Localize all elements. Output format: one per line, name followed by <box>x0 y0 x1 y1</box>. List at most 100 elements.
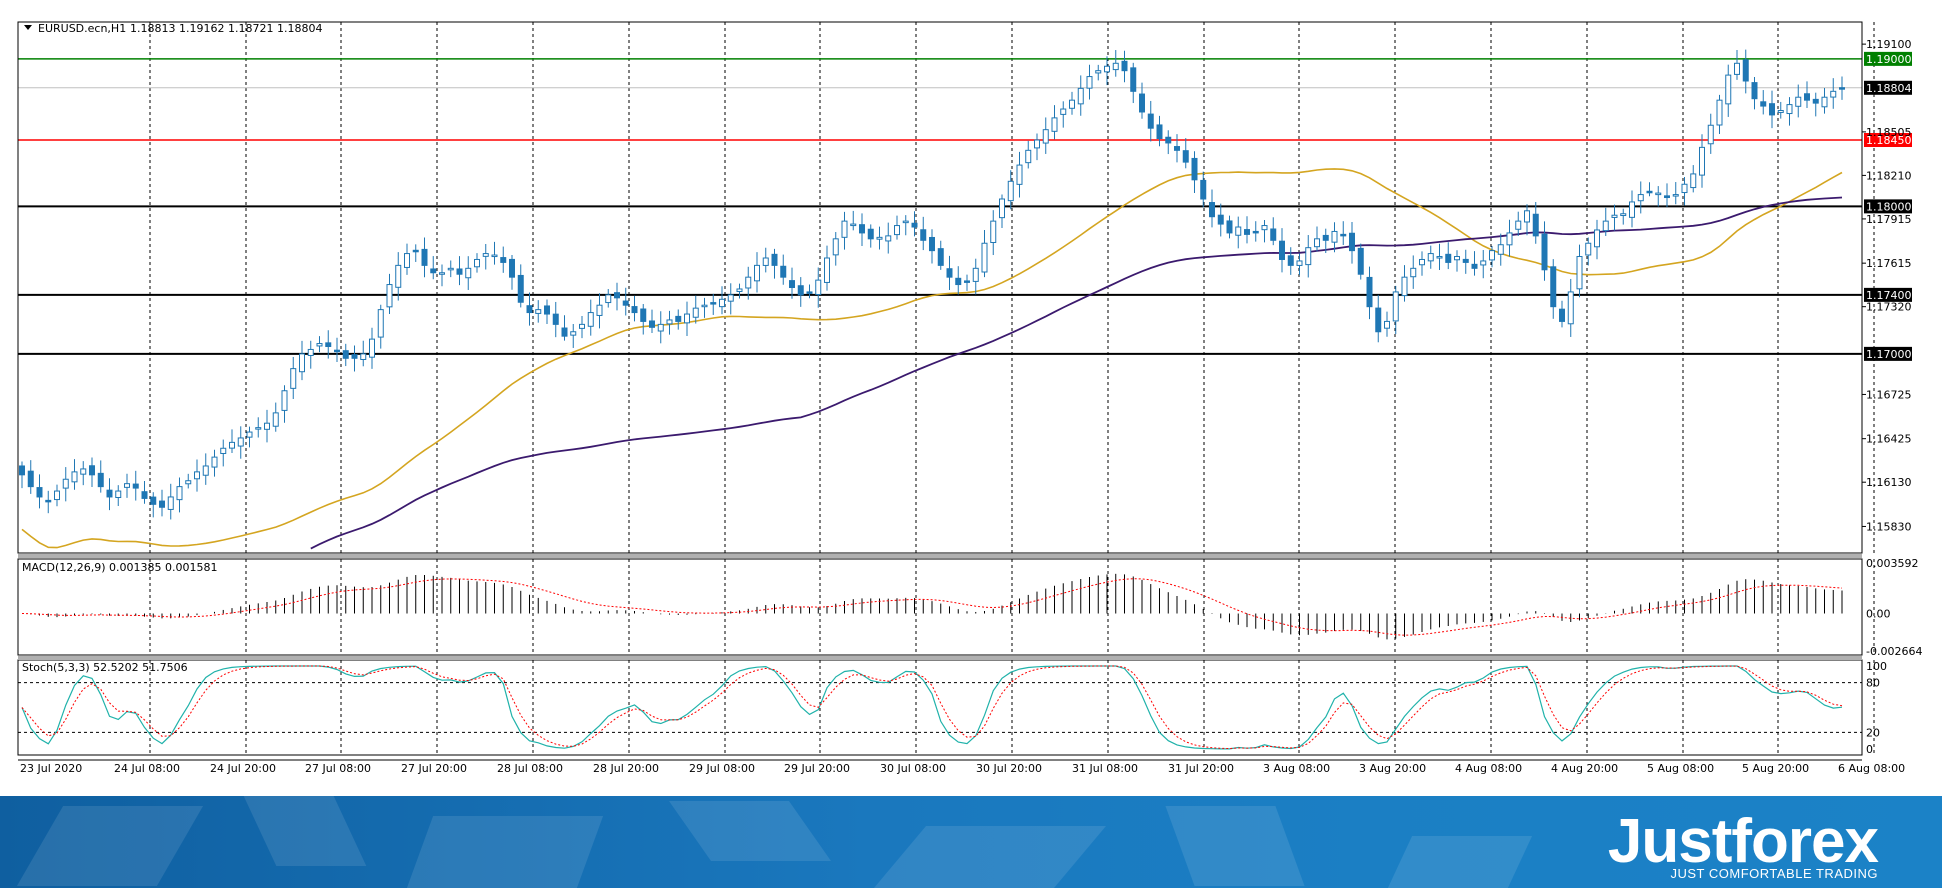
candle-bullish <box>1716 99 1723 126</box>
time-axis-label: 5 Aug 20:00 <box>1742 762 1809 775</box>
candle-bullish <box>1007 180 1014 202</box>
candle-bearish <box>97 472 104 488</box>
candle-bullish <box>439 272 445 275</box>
candle-bullish <box>701 304 708 308</box>
candle-bearish <box>106 489 113 498</box>
candle-bearish <box>1287 255 1294 266</box>
level-price-box <box>1864 133 1912 147</box>
brand-logo-text: Justforex <box>1607 807 1879 876</box>
time-axis-label: 29 Jul 20:00 <box>784 762 850 775</box>
macd-panel-frame <box>17 558 1863 656</box>
candle-bearish <box>561 327 568 337</box>
price-tick-label: 1.16725 <box>1866 388 1912 401</box>
candle-bearish <box>45 499 52 503</box>
candle-bearish <box>1357 247 1364 275</box>
candle-bullish <box>1620 213 1627 217</box>
current-price-label: 1.18804 <box>1866 82 1912 95</box>
candle-bullish <box>1401 276 1408 297</box>
panel-separator <box>18 656 1862 660</box>
stochastic-panel <box>18 665 1862 750</box>
candle-bullish <box>841 220 848 238</box>
candle-bearish <box>1471 263 1478 269</box>
candle-bullish <box>246 431 253 438</box>
macd-tick-label: 0.003592 <box>1866 557 1919 570</box>
panel-separator <box>18 554 1862 558</box>
moving-averages <box>21 168 1843 550</box>
candle-bullish <box>1637 194 1644 202</box>
candle-bullish <box>1777 110 1784 113</box>
candle-bearish <box>412 249 419 253</box>
candle-bearish <box>1366 276 1373 308</box>
grid <box>149 22 1875 755</box>
candle-bullish <box>1419 258 1425 266</box>
stoch-tick-label: 0 <box>1866 743 1873 756</box>
candle-bearish <box>325 342 332 347</box>
candle-bullish <box>1410 267 1417 278</box>
candle-bullish <box>307 348 314 356</box>
candle-bullish <box>202 465 209 476</box>
level-price-label: 1.17000 <box>1866 348 1912 361</box>
candle-bearish <box>806 291 813 294</box>
level-price-box <box>1864 346 1912 361</box>
level-price-box <box>1864 51 1912 66</box>
candle-bullish <box>1786 104 1793 115</box>
candle-bullish <box>1515 220 1522 230</box>
stoch-tick-label: 100 <box>1866 660 1887 673</box>
time-axis-label: 24 Jul 20:00 <box>210 762 276 775</box>
candle-bullish <box>1795 96 1802 107</box>
candle-bearish <box>1769 103 1775 116</box>
candle-bullish <box>1821 96 1828 108</box>
candle-bearish <box>526 305 533 314</box>
candle-bearish <box>159 500 165 508</box>
candle-bullish <box>972 267 979 282</box>
candle-bullish <box>290 368 297 389</box>
candle-bearish <box>937 248 944 266</box>
candle-bullish <box>692 307 699 318</box>
stoch-signal-line <box>21 665 1843 750</box>
candle-bullish <box>1086 76 1093 89</box>
candle-bullish <box>1112 62 1119 71</box>
candle-bullish <box>815 279 822 295</box>
level-price-box <box>1864 199 1912 214</box>
candle-bullish <box>115 490 122 498</box>
candle-bullish <box>1235 226 1242 236</box>
candle-bearish <box>544 305 550 315</box>
level-price-label: 1.18450 <box>1866 134 1912 147</box>
price-tick-label: 1.15830 <box>1866 520 1912 533</box>
macd-panel <box>21 573 1843 640</box>
candle-bullish <box>832 238 839 256</box>
candle-bearish <box>1156 124 1163 140</box>
time-axis-label: 29 Jul 08:00 <box>689 762 755 775</box>
candle-bullish <box>124 483 130 488</box>
candle-bullish <box>990 220 997 244</box>
candle-bullish <box>62 478 69 489</box>
candle-bullish <box>299 353 305 373</box>
candle-bullish <box>1427 253 1434 262</box>
candle-bullish <box>1699 146 1705 176</box>
time-axis-label: 23 Jul 2020 <box>20 762 82 775</box>
candle-bearish <box>1812 98 1819 104</box>
macd-tick-label: -0.002664 <box>1866 645 1922 658</box>
candle-bullish <box>1392 291 1399 322</box>
candle-bearish <box>430 268 437 274</box>
candle-bullish <box>491 254 498 258</box>
macd-signal-line <box>21 578 1843 636</box>
candle-bullish <box>605 294 612 304</box>
stoch-label: Stoch(5,3,3) 52.5202 51.7506 <box>22 661 188 674</box>
candle-bullish <box>482 253 489 257</box>
candle-bullish <box>194 471 200 480</box>
candle-bearish <box>1252 230 1259 234</box>
stoch-tick-label: 20 <box>1866 726 1880 739</box>
candle-bullish <box>727 294 734 302</box>
candle-bearish <box>1165 136 1172 144</box>
level-price-label: 1.19000 <box>1866 53 1912 66</box>
candle-bullish <box>211 456 218 468</box>
candle-bearish <box>1375 307 1382 333</box>
candle-bearish <box>1191 157 1198 181</box>
candle-bullish <box>447 267 454 271</box>
candle-bearish <box>456 268 463 275</box>
candle-bullish <box>902 220 909 224</box>
ma-slow-line <box>310 196 1843 550</box>
candle-bearish <box>859 224 865 234</box>
candle-bullish <box>1725 74 1732 105</box>
